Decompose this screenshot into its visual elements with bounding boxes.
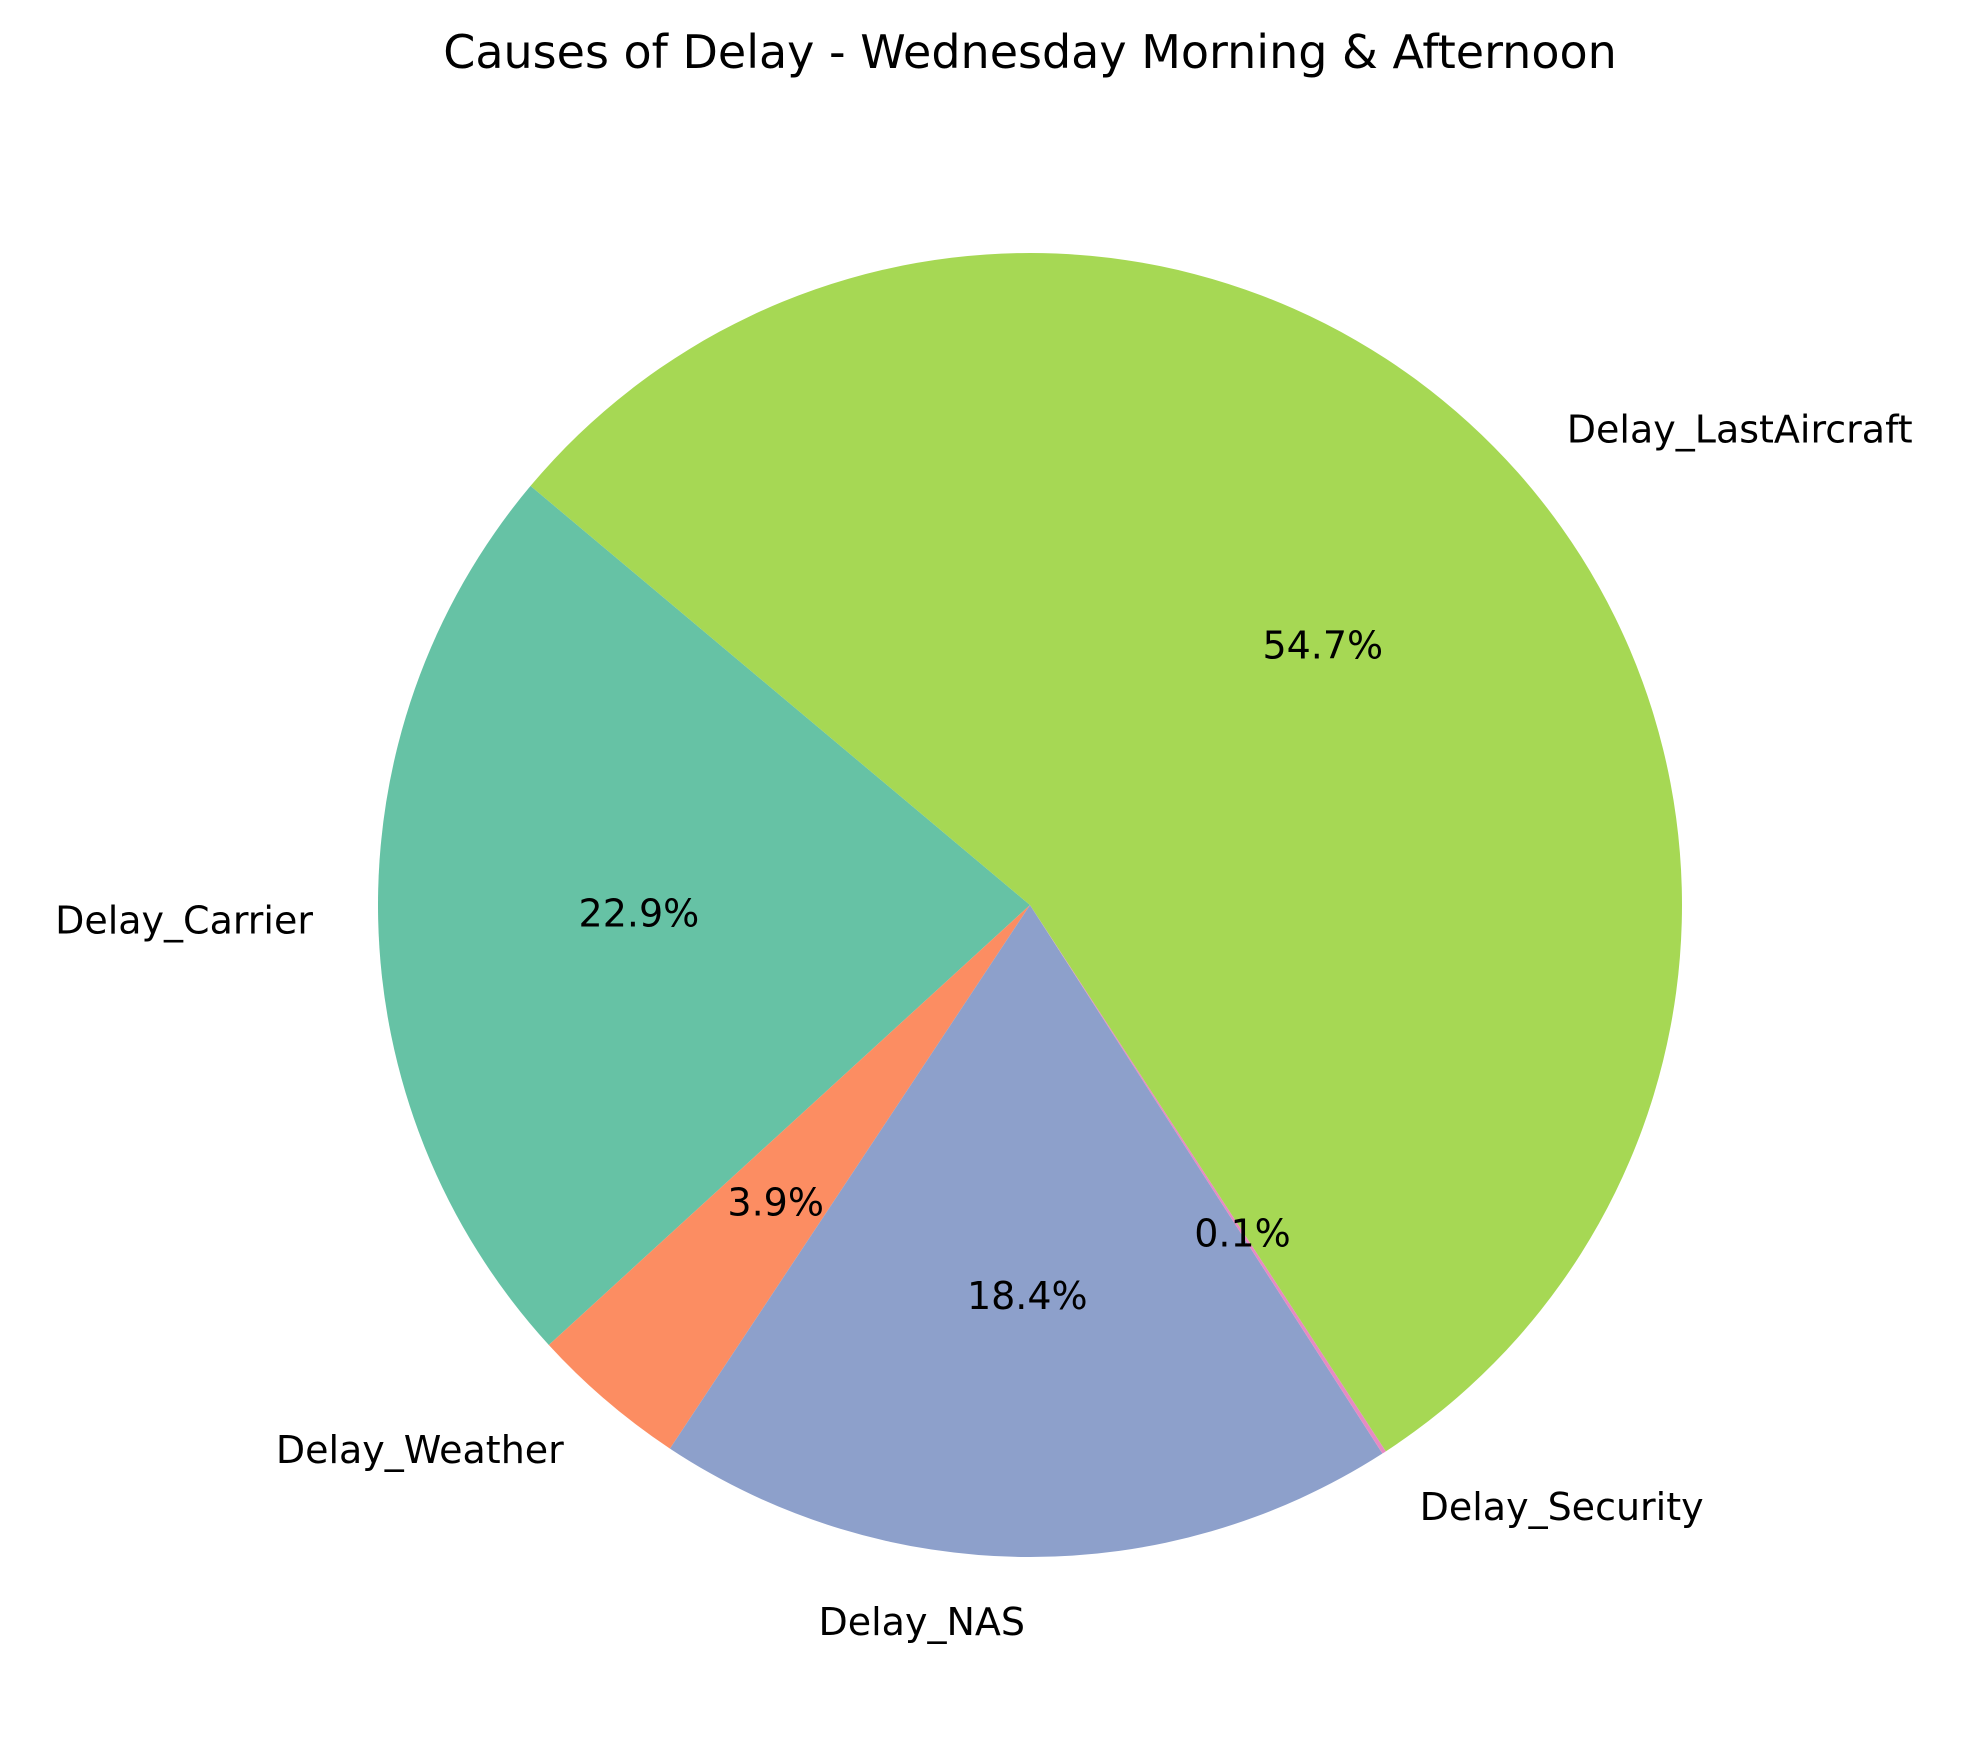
slice-delay-weather — [548, 905, 1030, 1449]
percent-label-delay-nas: 18.4% — [967, 1274, 1088, 1318]
category-label-delay-security: Delay_Security — [1420, 1485, 1704, 1529]
slice-delay-security — [1030, 905, 1386, 1454]
category-label-delay-nas: Delay_NAS — [818, 1600, 1025, 1644]
category-label-delay-lastaircraft: Delay_LastAircraft — [1567, 407, 1913, 451]
percent-label-delay-carrier: 22.9% — [579, 891, 700, 935]
category-label-delay-carrier: Delay_Carrier — [55, 898, 313, 942]
pie-slices — [377, 253, 1682, 1557]
pie-percent-labels: 22.9% 3.9% 18.4% 0.1% 54.7% — [579, 624, 1384, 1319]
category-label-delay-weather: Delay_Weather — [276, 1428, 564, 1472]
chart-title: Causes of Delay - Wednesday Morning & Af… — [443, 25, 1617, 79]
pie-category-labels: Delay_Carrier Delay_Weather Delay_NAS Delay… — [55, 407, 1913, 1644]
slice-delay-carrier — [377, 485, 1031, 1345]
percent-label-delay-security: 0.1% — [1194, 1212, 1291, 1256]
percent-label-delay-weather: 3.9% — [727, 1180, 824, 1224]
percent-label-delay-lastaircraft: 54.7% — [1262, 624, 1383, 668]
slice-delay-nas — [669, 905, 1383, 1557]
slice-delay-lastaircraft — [530, 253, 1682, 1452]
